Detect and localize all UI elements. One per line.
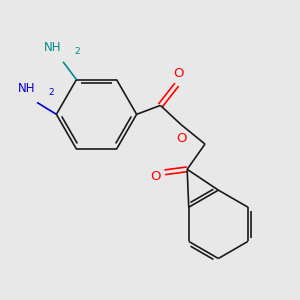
Text: NH: NH (18, 82, 36, 95)
Text: 2: 2 (49, 88, 54, 97)
Text: 2: 2 (74, 47, 80, 56)
Text: NH: NH (44, 41, 61, 54)
Text: O: O (177, 132, 187, 145)
Text: O: O (150, 170, 160, 183)
Text: O: O (173, 67, 184, 80)
